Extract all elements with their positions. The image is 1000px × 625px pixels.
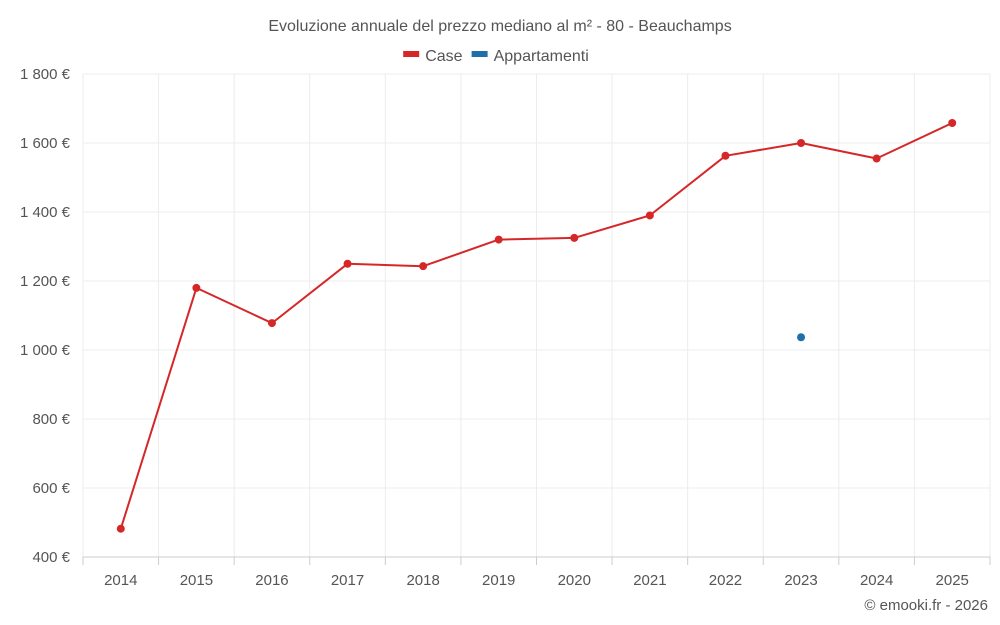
data-point-appartamenti [797,333,806,342]
series-line-case [119,122,953,529]
x-tick-label: 2023 [784,572,817,589]
x-tick-label: 2015 [180,572,213,589]
legend: Case Appartamenti [403,48,589,65]
x-tick-label: 2019 [482,572,515,589]
chart-title: Evoluzione annuale del prezzo mediano al… [268,18,731,35]
x-tick-label: 2021 [633,572,666,589]
y-tick-label: 400 € [32,549,70,566]
y-tick-label: 1 400 € [20,204,71,221]
data-point-case [116,524,125,533]
x-tick-label: 2024 [860,572,893,589]
credit-text: © emooki.fr - 2026 [864,597,988,614]
data-point-case [948,118,957,127]
x-tick-label: 2018 [406,572,439,589]
legend-label-appartamenti: Appartamenti [494,48,589,65]
y-tick-label: 800 € [32,411,70,428]
x-tick-label: 2020 [558,572,591,589]
x-tick-label: 2017 [331,572,364,589]
y-tick-label: 1 600 € [20,135,71,152]
data-point-case [494,235,503,244]
legend-label-case: Case [425,48,462,65]
data-point-case [192,283,201,292]
data-point-case [797,139,806,147]
legend-swatch-appartamenti [471,51,488,57]
axes: 400 € 600 € 800 € 1 000 € 1 200 € 1 400 € 1 60… [20,66,991,589]
y-tick-label: 1 800 € [20,66,71,83]
data-point-case [645,211,654,220]
y-tick-label: 1 200 € [20,273,71,290]
x-tick-label: 2016 [255,572,288,589]
x-tick-label: 2014 [104,572,137,589]
y-tick-label: 1 000 € [20,342,71,359]
grid [82,73,991,557]
legend-swatch-case [403,51,420,57]
data-point-case [419,262,428,271]
series [116,118,957,533]
x-tick-label: 2022 [709,572,742,589]
data-point-case [343,259,352,268]
data-point-case [872,154,881,163]
data-point-case [267,319,276,328]
y-tick-label: 600 € [32,480,70,497]
data-point-case [570,233,579,242]
data-point-case [721,151,730,160]
x-tick-label: 2025 [936,572,969,589]
